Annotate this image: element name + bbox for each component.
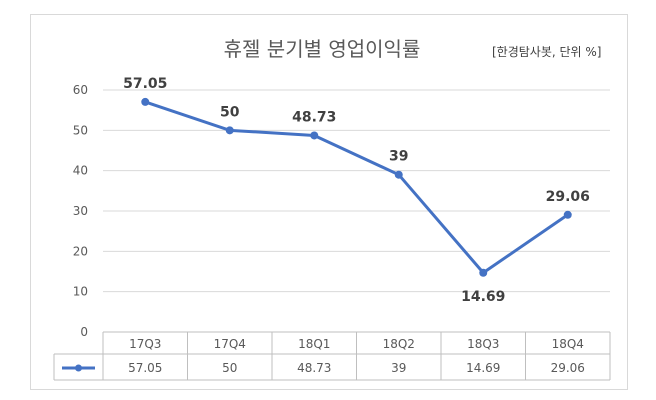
- data-point-marker: [394, 170, 403, 179]
- table-value-cell: 29.06: [551, 361, 585, 375]
- data-label: 57.05: [123, 76, 167, 92]
- x-category-label: 18Q2: [383, 337, 415, 351]
- data-label: 29.06: [546, 189, 590, 205]
- series-polyline: [144, 100, 569, 275]
- chart-subtitle: [한경탐사봇, 단위 %]: [492, 45, 602, 59]
- legend-marker-key: [75, 364, 82, 372]
- data-point-marker: [225, 126, 234, 135]
- y-tick-label: 0: [80, 325, 88, 339]
- x-category-label: 18Q4: [552, 337, 584, 351]
- y-tick-label: 10: [73, 285, 88, 299]
- table-value-cell: 39: [391, 361, 406, 375]
- y-tick-label: 50: [73, 123, 88, 137]
- x-category-label: 18Q1: [298, 337, 330, 351]
- chart-title: 휴젤 분기별 영업이익률: [224, 37, 421, 61]
- y-tick-label: 40: [73, 164, 88, 178]
- gridlines: [103, 89, 610, 293]
- data-table: 17Q3 57.05 17Q4 50 18Q1 48.73 18Q2 39 18Q3 14.69 1…: [53, 331, 611, 381]
- data-point-marker: [310, 131, 319, 140]
- data-label: 50: [220, 104, 240, 120]
- y-tick-label: 20: [73, 244, 88, 258]
- x-category-label: 17Q4: [214, 337, 246, 351]
- y-tick-label: 60: [73, 83, 88, 97]
- table-value-cell: 50: [222, 361, 237, 375]
- y-tick-label: 30: [73, 204, 88, 218]
- chart-frame: [30, 14, 628, 390]
- table-value-cell: 14.69: [466, 361, 500, 375]
- series-line: [141, 97, 572, 277]
- y-axis-ticks: 0 10 20 30 40 50 60: [73, 83, 88, 339]
- data-label: 14.69: [461, 289, 505, 305]
- data-label: 48.73: [292, 109, 336, 125]
- table-value-cell: 57.05: [128, 361, 162, 375]
- x-category-label: 17Q3: [129, 337, 161, 351]
- data-label: 39: [389, 149, 408, 165]
- data-labels: 57.05 50 48.73 39 14.69 29.06: [123, 76, 590, 305]
- x-category-label: 18Q3: [467, 337, 499, 351]
- data-point-marker: [141, 97, 150, 106]
- data-point-marker: [563, 210, 572, 219]
- data-point-marker: [479, 268, 488, 277]
- table-value-cell: 48.73: [297, 361, 331, 375]
